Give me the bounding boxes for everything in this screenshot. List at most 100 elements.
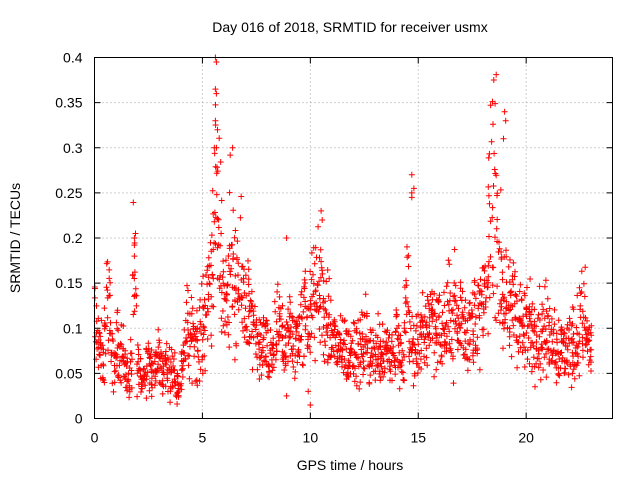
data-point	[536, 283, 543, 290]
data-point	[205, 254, 212, 261]
data-point	[493, 317, 500, 324]
data-point	[232, 272, 239, 279]
data-point	[586, 337, 593, 344]
data-point	[510, 281, 517, 288]
data-point	[397, 332, 404, 339]
data-point	[546, 319, 553, 326]
data-point	[245, 313, 252, 320]
data-point	[451, 246, 458, 253]
data-point	[228, 265, 235, 272]
data-point	[560, 329, 567, 336]
data-point	[514, 364, 521, 371]
data-point	[188, 294, 195, 301]
data-point	[190, 320, 197, 327]
data-point	[245, 281, 252, 288]
data-point	[439, 325, 446, 332]
data-point	[569, 335, 576, 342]
data-point	[152, 377, 159, 384]
data-point	[242, 305, 249, 312]
data-point	[529, 300, 536, 307]
data-point	[220, 280, 227, 287]
data-point	[289, 331, 296, 338]
data-point	[305, 388, 312, 395]
data-point	[408, 194, 415, 201]
data-point	[314, 281, 321, 288]
data-point	[345, 374, 352, 380]
data-point	[132, 230, 139, 237]
data-point	[451, 298, 458, 305]
data-point	[288, 313, 295, 320]
data-point	[576, 284, 583, 291]
data-point	[266, 368, 273, 375]
data-point	[521, 344, 527, 351]
data-point	[334, 358, 341, 365]
data-point	[219, 308, 226, 314]
data-point	[229, 241, 236, 248]
data-point	[138, 389, 144, 395]
data-point	[198, 280, 205, 287]
data-point	[462, 297, 469, 304]
data-point	[249, 328, 256, 335]
data-point	[237, 214, 244, 221]
data-point	[445, 301, 452, 308]
data-point	[108, 358, 115, 365]
data-point	[357, 359, 364, 366]
data-point	[290, 364, 297, 370]
data-point	[443, 283, 450, 290]
data-point	[333, 359, 340, 366]
data-point	[584, 317, 590, 324]
data-point	[453, 302, 460, 309]
data-point	[447, 290, 454, 296]
y-tick-label: 0.2	[63, 230, 83, 246]
data-point	[510, 322, 517, 329]
data-point	[450, 293, 457, 300]
data-point	[308, 303, 314, 310]
x-tick-label: 5	[199, 430, 207, 446]
data-point	[584, 330, 591, 337]
data-point	[447, 345, 454, 352]
data-point	[384, 348, 391, 355]
data-point	[242, 272, 249, 279]
data-point	[137, 355, 144, 362]
data-point	[360, 371, 367, 378]
data-point	[317, 246, 324, 253]
data-point	[579, 308, 586, 315]
data-point	[159, 390, 166, 397]
data-point	[107, 330, 114, 337]
data-point	[188, 310, 195, 317]
data-point	[235, 306, 242, 313]
data-point	[301, 283, 307, 290]
data-point	[471, 279, 478, 286]
data-point	[167, 399, 174, 406]
data-point	[555, 371, 562, 378]
data-point	[315, 308, 322, 315]
data-point	[486, 233, 492, 240]
data-point	[423, 354, 430, 361]
data-point	[528, 321, 535, 328]
data-point	[455, 315, 462, 322]
data-point	[202, 312, 209, 319]
data-point	[323, 278, 330, 285]
data-point	[310, 271, 316, 278]
data-point	[206, 280, 213, 287]
data-point	[566, 326, 572, 333]
data-point	[271, 298, 278, 305]
data-point	[267, 350, 274, 357]
data-point	[205, 274, 212, 281]
data-point	[509, 317, 516, 324]
data-point	[238, 294, 245, 301]
data-point	[253, 322, 260, 329]
data-point	[167, 359, 174, 365]
data-point	[512, 268, 518, 275]
data-point	[544, 295, 551, 302]
data-point	[104, 287, 111, 294]
data-point	[543, 337, 550, 344]
data-point	[213, 191, 220, 198]
data-point	[133, 302, 140, 309]
data-point	[202, 367, 209, 374]
data-point	[252, 351, 259, 357]
data-point	[533, 339, 540, 345]
data-point	[569, 370, 576, 377]
data-point	[269, 345, 276, 352]
data-point	[506, 342, 513, 349]
